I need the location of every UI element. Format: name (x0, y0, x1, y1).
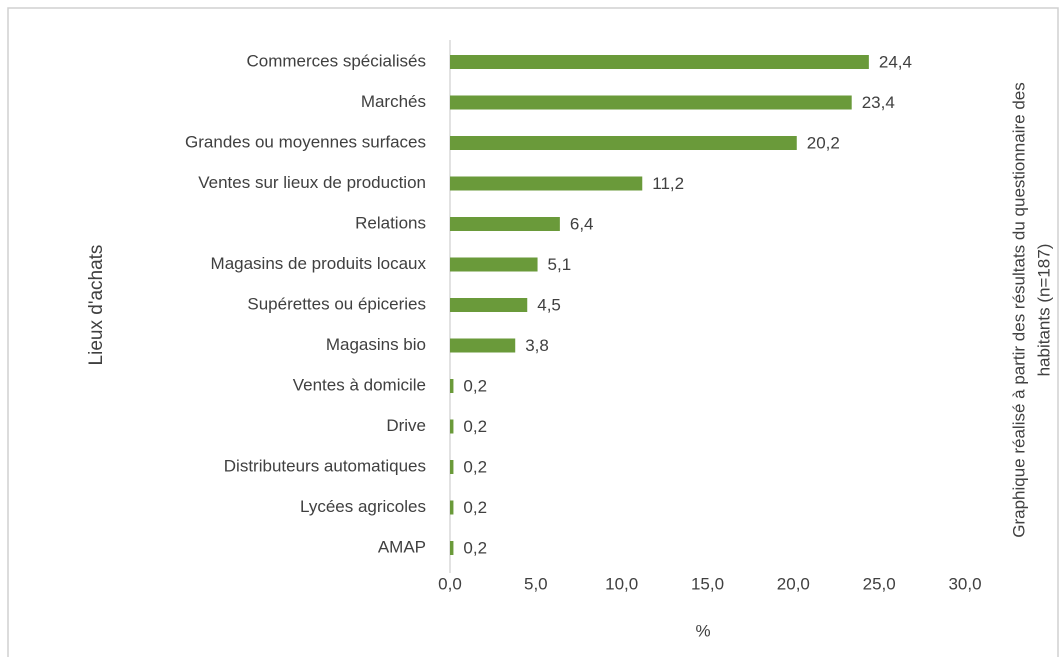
annotation: habitants (n=187) (1034, 244, 1053, 377)
bar (450, 217, 560, 231)
x-tick-label: 5,0 (524, 574, 548, 593)
y-axis-label: Lieux d'achats (86, 245, 107, 366)
y-tick-label: Lycées agricoles (300, 497, 426, 516)
data-label: 6,4 (570, 214, 594, 233)
data-label: 0,2 (463, 457, 487, 476)
x-tick-label: 30,0 (948, 574, 981, 593)
y-tick-label: Marchés (361, 92, 426, 111)
x-tick-label: 15,0 (691, 574, 724, 593)
bar (450, 541, 454, 555)
y-tick-label: Ventes à domicile (293, 375, 426, 394)
data-label: 24,4 (879, 52, 912, 71)
y-tick-label: Distributeurs automatiques (224, 456, 426, 475)
chart-border (7, 7, 1059, 657)
y-tick-label: Drive (386, 416, 426, 435)
y-tick-label: Magasins de produits locaux (211, 254, 427, 273)
y-tick-label: Magasins bio (326, 335, 426, 354)
bar (450, 257, 538, 272)
data-label: 4,5 (537, 295, 561, 314)
y-tick-label: AMAP (378, 537, 426, 556)
data-label: 0,2 (463, 538, 487, 557)
data-label: 20,2 (807, 133, 840, 152)
data-label: 0,2 (463, 417, 487, 436)
x-tick-label: 20,0 (777, 574, 810, 593)
data-label: 3,8 (525, 336, 549, 355)
bar (450, 176, 643, 191)
data-label: 5,1 (548, 255, 572, 274)
bar (450, 55, 869, 69)
data-label: 11,2 (652, 174, 684, 193)
bar (450, 379, 454, 393)
bar (450, 95, 852, 110)
y-tick-label: Ventes sur lieux de production (198, 173, 426, 192)
y-tick-label: Commerces spécialisés (247, 51, 427, 70)
bar (450, 298, 528, 312)
data-label: 0,2 (463, 498, 487, 517)
bar (450, 460, 454, 474)
x-tick-label: 10,0 (605, 574, 638, 593)
x-axis-label: % (695, 621, 710, 640)
bar (450, 500, 454, 515)
x-tick-label: 25,0 (863, 574, 896, 593)
data-label: 23,4 (862, 93, 895, 112)
y-tick-label: Supérettes ou épiceries (247, 294, 426, 313)
x-tick-label: 0,0 (438, 574, 462, 593)
bar (450, 136, 797, 150)
bar (450, 419, 454, 434)
bar (450, 338, 516, 353)
y-tick-label: Relations (355, 213, 426, 232)
y-tick-label: Grandes ou moyennes surfaces (185, 132, 426, 151)
annotation: Graphique réalisé à partir des résultats… (1009, 82, 1028, 538)
data-label: 0,2 (463, 376, 487, 395)
